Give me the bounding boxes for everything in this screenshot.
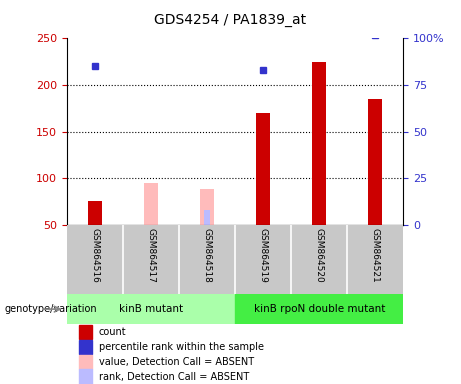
- Bar: [79, 325, 92, 339]
- Text: GSM864518: GSM864518: [202, 228, 212, 283]
- Text: GSM864521: GSM864521: [371, 228, 380, 283]
- Bar: [67, 294, 235, 324]
- Bar: [235, 294, 403, 324]
- Text: GSM864520: GSM864520: [315, 228, 324, 283]
- Bar: [79, 340, 92, 354]
- Text: GSM864516: GSM864516: [90, 228, 100, 283]
- Text: kinB mutant: kinB mutant: [119, 304, 183, 314]
- Text: GSM864517: GSM864517: [147, 228, 155, 283]
- Bar: [312, 62, 326, 225]
- Text: genotype/variation: genotype/variation: [5, 304, 97, 314]
- Bar: [79, 354, 92, 369]
- Text: count: count: [99, 327, 127, 337]
- Bar: [256, 113, 270, 225]
- Text: rank, Detection Call = ABSENT: rank, Detection Call = ABSENT: [99, 372, 249, 382]
- Bar: [200, 189, 214, 225]
- Bar: [204, 210, 210, 225]
- Text: GDS4254 / PA1839_at: GDS4254 / PA1839_at: [154, 13, 307, 27]
- Bar: [79, 369, 92, 384]
- Text: percentile rank within the sample: percentile rank within the sample: [99, 342, 264, 352]
- Text: kinB rpoN double mutant: kinB rpoN double mutant: [254, 304, 385, 314]
- Bar: [88, 201, 102, 225]
- Bar: [368, 99, 382, 225]
- Text: value, Detection Call = ABSENT: value, Detection Call = ABSENT: [99, 357, 254, 367]
- Text: GSM864519: GSM864519: [259, 228, 268, 283]
- Bar: [144, 183, 158, 225]
